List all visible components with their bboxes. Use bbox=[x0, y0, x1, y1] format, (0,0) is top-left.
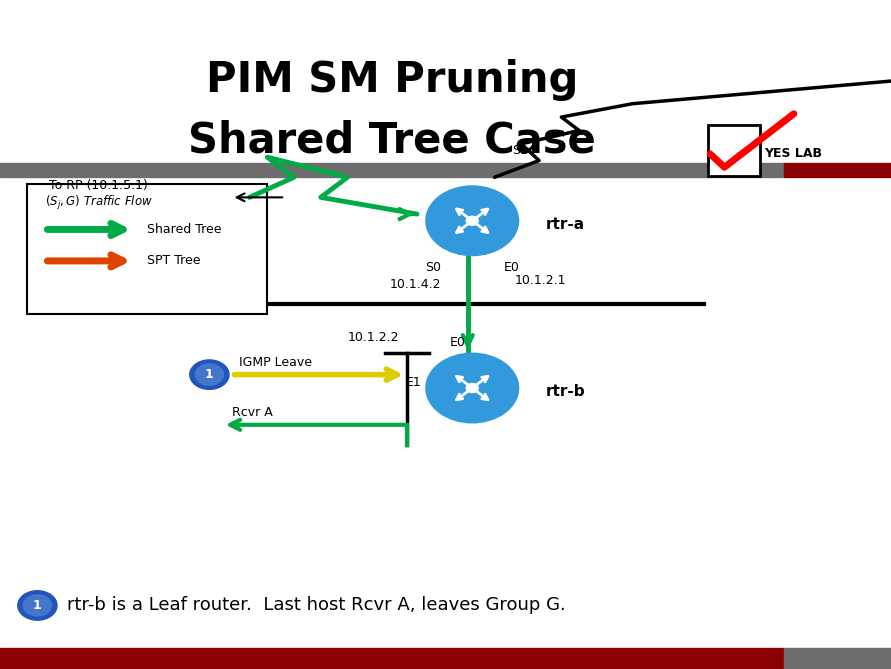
Circle shape bbox=[466, 216, 478, 225]
Circle shape bbox=[195, 364, 224, 385]
Text: rtr-a: rtr-a bbox=[545, 217, 584, 231]
Text: PIM SM Pruning: PIM SM Pruning bbox=[206, 60, 578, 101]
Circle shape bbox=[18, 591, 57, 620]
Text: YES LAB: YES LAB bbox=[764, 147, 822, 161]
Circle shape bbox=[190, 360, 229, 389]
Text: E0: E0 bbox=[503, 261, 519, 274]
Text: Rcvr A: Rcvr A bbox=[232, 406, 273, 419]
Text: To RP (10.1.5.1): To RP (10.1.5.1) bbox=[49, 179, 147, 192]
Text: Shared Tree Case: Shared Tree Case bbox=[188, 120, 596, 161]
Text: S1: S1 bbox=[512, 144, 528, 157]
Text: $(S_j, G)$ Traffic Flow: $(S_j, G)$ Traffic Flow bbox=[45, 194, 152, 211]
Text: SPT Tree: SPT Tree bbox=[147, 254, 200, 268]
Text: IGMP Leave: IGMP Leave bbox=[239, 356, 312, 369]
Text: 10.1.4.2: 10.1.4.2 bbox=[389, 278, 441, 290]
Text: E1: E1 bbox=[405, 376, 421, 389]
Circle shape bbox=[426, 186, 519, 256]
Bar bbox=[784, 648, 891, 669]
Text: Shared Tree: Shared Tree bbox=[147, 223, 222, 236]
Text: E0: E0 bbox=[450, 336, 466, 349]
Text: 10.1.2.1: 10.1.2.1 bbox=[515, 274, 567, 287]
Text: rtr-b is a Leaf router.  Last host Rcvr A, leaves Group G.: rtr-b is a Leaf router. Last host Rcvr A… bbox=[67, 597, 566, 614]
Text: 10.1.2.2: 10.1.2.2 bbox=[347, 331, 399, 345]
Text: 1: 1 bbox=[205, 368, 214, 381]
Circle shape bbox=[426, 353, 519, 423]
Bar bbox=[0, 648, 784, 669]
Bar bbox=[708, 126, 760, 175]
Text: S0: S0 bbox=[425, 261, 441, 274]
Bar bbox=[784, 163, 891, 177]
Text: rtr-b: rtr-b bbox=[545, 384, 584, 399]
Circle shape bbox=[23, 595, 52, 616]
Text: 1: 1 bbox=[33, 599, 42, 612]
Bar bbox=[27, 184, 267, 314]
Bar bbox=[0, 163, 784, 177]
Circle shape bbox=[466, 383, 478, 393]
